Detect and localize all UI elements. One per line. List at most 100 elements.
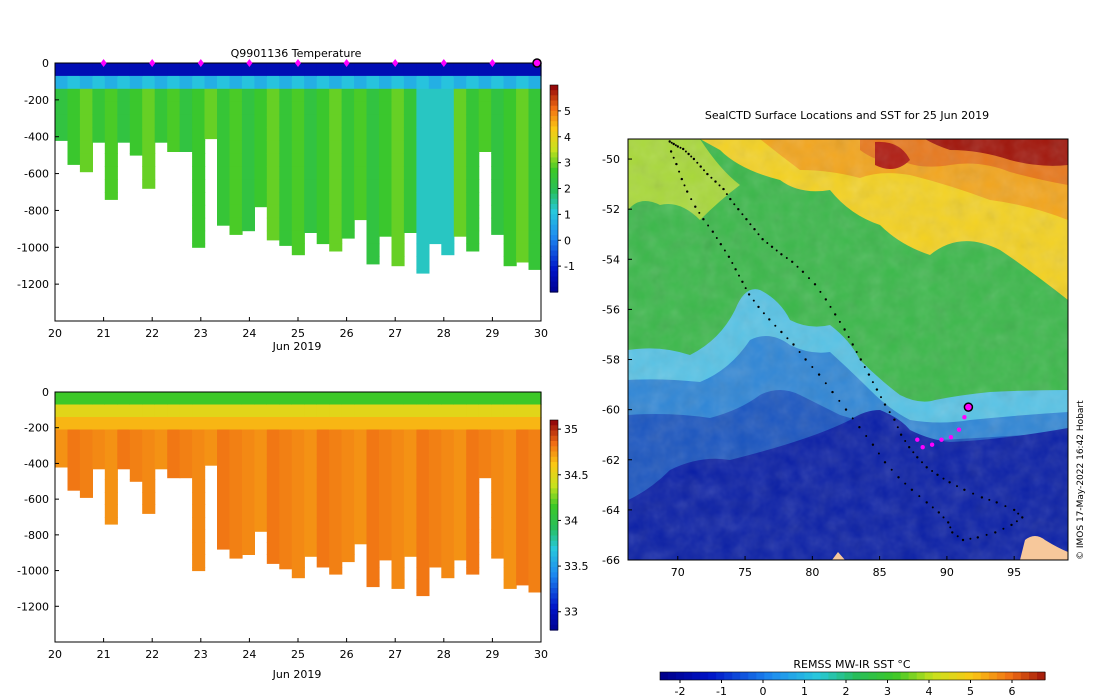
profile-cell xyxy=(453,179,467,193)
profile-cell xyxy=(478,454,492,468)
track-point xyxy=(674,144,677,147)
x-tick-label: 30 xyxy=(534,327,548,340)
profile-cell xyxy=(67,392,81,405)
profile-cell xyxy=(329,127,343,141)
track-point xyxy=(796,265,799,268)
colorbar-segment xyxy=(550,85,558,91)
profile-cell xyxy=(79,467,93,480)
recent-location-marker xyxy=(948,435,954,440)
temperature-heatmap xyxy=(55,63,542,274)
profile-cell xyxy=(528,256,542,270)
track-point xyxy=(949,526,952,529)
profile-cell xyxy=(354,529,368,543)
profile-marker xyxy=(197,59,204,67)
profile-cell xyxy=(416,467,430,480)
profile-cell xyxy=(453,88,467,103)
profile-cell xyxy=(403,88,417,103)
profile-cell xyxy=(366,153,380,167)
profile-cell xyxy=(117,404,131,418)
profile-cell xyxy=(79,442,93,455)
profile-cell xyxy=(416,592,430,597)
profile-cell xyxy=(217,492,231,505)
profile-cell xyxy=(104,114,118,128)
colorbar-segment xyxy=(550,95,558,102)
profile-cell xyxy=(254,204,268,208)
profile-cell xyxy=(154,140,168,143)
profile-cell xyxy=(528,554,542,568)
profile-cell xyxy=(341,75,355,90)
profile-cell xyxy=(491,63,505,77)
x-tick-label: 22 xyxy=(145,648,159,661)
profile-cell xyxy=(304,217,318,232)
profile-cell xyxy=(403,392,417,405)
profile-cell xyxy=(491,114,505,128)
profile-cell xyxy=(441,179,455,193)
profile-cell xyxy=(129,88,143,103)
profile-cell xyxy=(79,417,93,430)
profile-cell xyxy=(366,517,380,530)
profile-cell xyxy=(104,140,118,154)
profile-cell xyxy=(453,467,467,480)
profile-cell xyxy=(254,417,268,430)
colorbar-segment xyxy=(868,672,878,680)
profile-cell xyxy=(279,504,293,518)
profile-cell xyxy=(279,243,293,246)
profile-cell xyxy=(354,467,368,480)
profile-cell xyxy=(179,114,193,128)
profile-cell xyxy=(528,467,542,480)
profile-cell xyxy=(55,454,69,468)
profile-cell xyxy=(192,101,206,116)
profile-cell xyxy=(266,166,280,180)
colorbar-segment xyxy=(550,477,558,484)
profile-cell xyxy=(503,114,517,128)
y-tick-label: 0 xyxy=(42,386,49,399)
profile-cell xyxy=(142,127,156,141)
profile-cell xyxy=(241,204,255,219)
track-point xyxy=(702,218,705,221)
profile-cell xyxy=(217,101,231,116)
profile-cell xyxy=(366,429,380,443)
profile-cell xyxy=(254,504,268,518)
profile-cell xyxy=(379,529,393,543)
profile-cell xyxy=(142,492,156,505)
profile-cell xyxy=(229,179,243,193)
profile-cell xyxy=(67,88,81,103)
x-tick-label: 20 xyxy=(48,648,62,661)
colorbar-segment xyxy=(676,672,685,680)
y-tick-label: -200 xyxy=(24,94,49,107)
profile-cell xyxy=(304,467,318,480)
profile-cell xyxy=(503,392,517,405)
profile-cell xyxy=(329,404,343,418)
profile-cell xyxy=(154,75,168,90)
profile-cell xyxy=(241,542,255,555)
colorbar-segment xyxy=(550,488,558,495)
colorbar-frame xyxy=(549,419,559,631)
colorbar-segment xyxy=(550,572,558,579)
profile-cell xyxy=(329,63,343,77)
profile-cell xyxy=(528,404,542,418)
profile-cell xyxy=(416,230,430,245)
profile-cell xyxy=(503,140,517,154)
profile-cell xyxy=(167,88,181,103)
profile-cell xyxy=(229,492,243,505)
profile-cell xyxy=(516,442,530,455)
profile-cell xyxy=(516,166,530,180)
x-tick-label: 29 xyxy=(485,327,499,340)
profile-cell xyxy=(354,88,368,103)
colorbar-segment xyxy=(1020,672,1030,680)
track-point xyxy=(877,452,880,455)
profile-cell xyxy=(192,404,206,418)
track-point xyxy=(1015,520,1018,523)
profile-cell xyxy=(104,63,118,77)
profile-cell xyxy=(217,75,231,90)
profile-cell xyxy=(241,492,255,505)
profile-cell xyxy=(379,101,393,116)
track-point xyxy=(1002,527,1005,530)
profile-cell xyxy=(453,192,467,206)
profile-cell xyxy=(503,479,517,493)
profile-cell xyxy=(266,153,280,167)
profile-cell xyxy=(379,153,393,167)
recent-location-marker xyxy=(939,437,944,442)
profile-cell xyxy=(516,392,530,405)
profile-cell xyxy=(329,567,343,575)
